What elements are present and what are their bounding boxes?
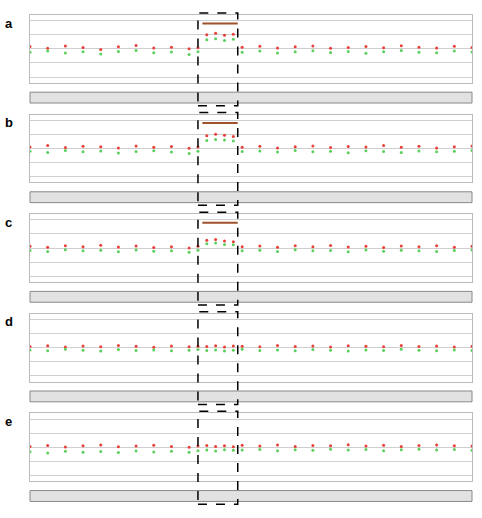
svg-text:e: e (5, 414, 12, 429)
svg-text:d: d (5, 314, 13, 329)
svg-text:b: b (5, 115, 13, 130)
svg-text:c: c (5, 215, 12, 230)
svg-text:a: a (5, 16, 13, 31)
